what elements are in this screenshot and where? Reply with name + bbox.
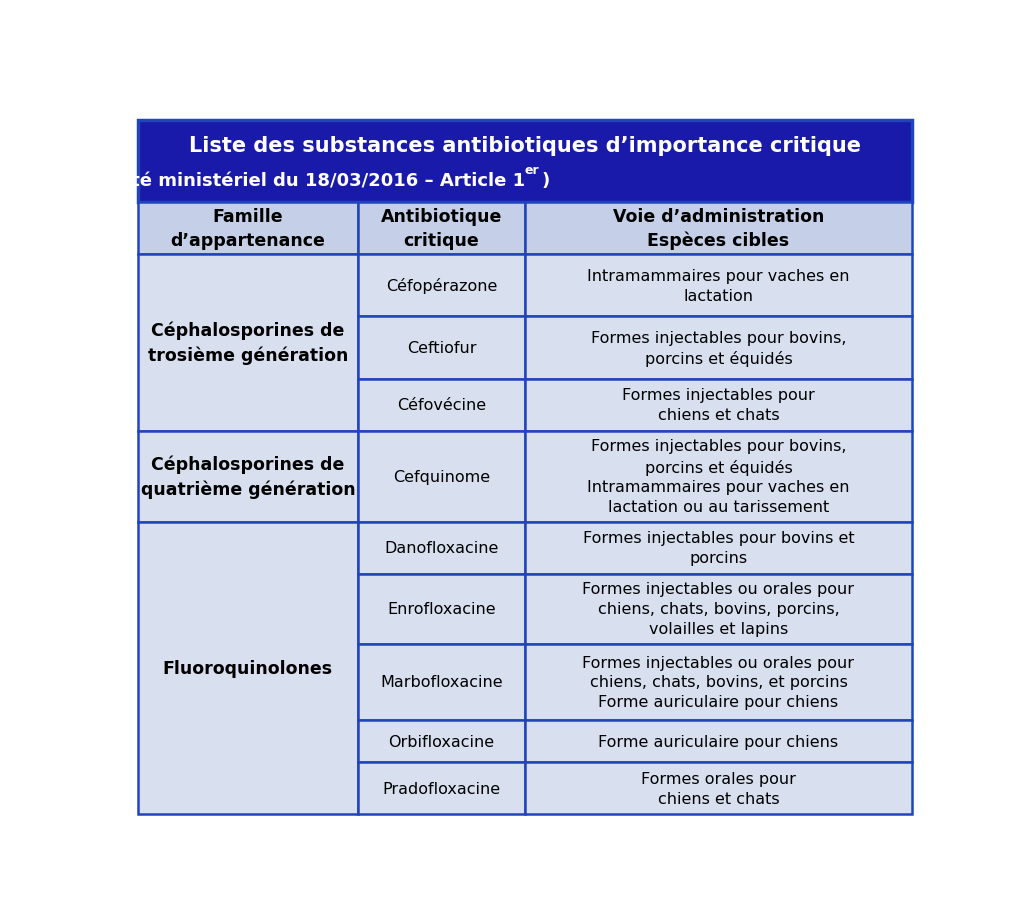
Text: Formes orales pour
chiens et chats: Formes orales pour chiens et chats (641, 771, 796, 806)
Text: Ceftiofur: Ceftiofur (407, 341, 476, 356)
Text: Céfovécine: Céfovécine (397, 398, 486, 413)
Bar (358, 644, 525, 720)
Bar (358, 317, 525, 380)
Text: Formes injectables pour bovins,
porcins et équidés: Formes injectables pour bovins, porcins … (591, 330, 846, 367)
Text: Formes injectables pour bovins,
porcins et équidés
Intramammaires pour vaches en: Formes injectables pour bovins, porcins … (587, 439, 850, 515)
Bar (358, 203, 525, 255)
Text: Liste des substances antibiotiques d’importance critique: Liste des substances antibiotiques d’imp… (188, 135, 861, 155)
Bar (358, 380, 525, 431)
Bar (137, 255, 358, 431)
Text: Cefquinome: Cefquinome (393, 470, 490, 484)
Bar (524, 255, 912, 317)
Text: Danofloxacine: Danofloxacine (384, 540, 499, 556)
Text: Formes injectables pour
chiens et chats: Formes injectables pour chiens et chats (622, 388, 815, 423)
Bar (137, 431, 358, 522)
Bar (524, 574, 912, 644)
Bar (358, 574, 525, 644)
Text: Fluoroquinolones: Fluoroquinolones (163, 660, 333, 677)
Text: Formes injectables ou orales pour
chiens, chats, bovins, et porcins
Forme auricu: Formes injectables ou orales pour chiens… (583, 655, 854, 709)
Bar (358, 431, 525, 522)
Text: Famille
d’appartenance: Famille d’appartenance (170, 208, 326, 250)
Text: Voie d’administration
Espèces cibles: Voie d’administration Espèces cibles (612, 208, 824, 250)
Text: Enrofloxacine: Enrofloxacine (387, 602, 496, 617)
Bar (524, 644, 912, 720)
Text: (Arrêté ministériel du 18/03/2016 – Article 1: (Arrêté ministériel du 18/03/2016 – Arti… (79, 172, 524, 190)
Bar (524, 763, 912, 814)
Text: Forme auriculaire pour chiens: Forme auriculaire pour chiens (598, 734, 839, 749)
Bar (524, 380, 912, 431)
Text: Formes injectables pour bovins et
porcins: Formes injectables pour bovins et porcin… (583, 531, 854, 565)
Bar (137, 203, 358, 255)
Text: Intramammaires pour vaches en
lactation: Intramammaires pour vaches en lactation (587, 268, 850, 303)
Bar (524, 203, 912, 255)
Bar (137, 522, 358, 814)
Bar (358, 255, 525, 317)
Bar (524, 431, 912, 522)
Text: Céphalosporines de
trosième génération: Céphalosporines de trosième génération (147, 322, 348, 364)
Text: Formes injectables ou orales pour
chiens, chats, bovins, porcins,
volailles et l: Formes injectables ou orales pour chiens… (583, 582, 854, 636)
Text: ): ) (542, 172, 550, 190)
Bar (524, 522, 912, 574)
Text: Orbifloxacine: Orbifloxacine (388, 734, 495, 749)
Text: Antibiotique
critique: Antibiotique critique (381, 208, 502, 250)
Text: er: er (524, 164, 540, 176)
Text: Céfopérazone: Céfopérazone (386, 278, 498, 294)
Bar (358, 763, 525, 814)
Bar (358, 522, 525, 574)
Bar (524, 317, 912, 380)
Bar (524, 720, 912, 763)
Text: Marbofloxacine: Marbofloxacine (380, 675, 503, 689)
Text: Pradofloxacine: Pradofloxacine (383, 781, 501, 796)
Text: Céphalosporines de
quatrième génération: Céphalosporines de quatrième génération (140, 456, 355, 498)
Bar (137, 121, 912, 203)
Bar (358, 720, 525, 763)
